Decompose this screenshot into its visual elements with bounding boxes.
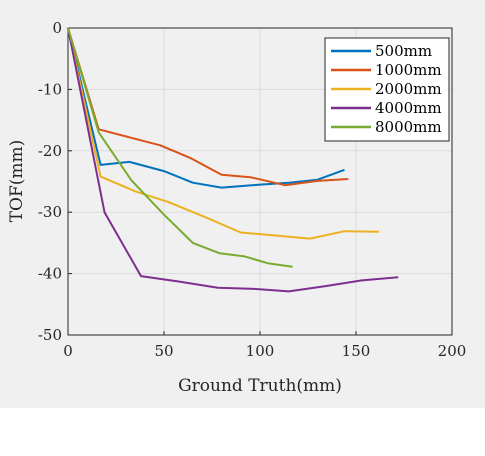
series-line-4000mm [67, 27, 399, 293]
legend-label: 8000mm [375, 118, 442, 136]
series-line-2000mm [67, 27, 380, 240]
legend-label: 1000mm [375, 61, 442, 79]
y-tick-label: -50 [38, 326, 62, 344]
x-tick-label: 50 [154, 342, 173, 360]
x-axis-label: Ground Truth(mm) [178, 376, 342, 396]
axis-ticks: 0 50 100 150 200 0 -10 -20 -30 -40 -50 [38, 19, 466, 360]
chart-panel: 0 50 100 150 200 0 -10 -20 -30 -40 -50 Ground Trut… [0, 0, 485, 408]
y-tick-label: -20 [38, 142, 62, 160]
legend-label: 500mm [375, 42, 432, 60]
legend-label: 2000mm [375, 80, 442, 98]
x-tick-label: 150 [342, 342, 371, 360]
y-tick-label: -10 [38, 80, 62, 98]
y-axis-label: TOF(mm) [7, 140, 27, 223]
series-line-500mm [67, 27, 345, 189]
series-line-8000mm [67, 27, 293, 268]
tof-line-chart: 0 50 100 150 200 0 -10 -20 -30 -40 -50 Ground Trut… [7, 19, 466, 396]
series-line-1000mm [67, 27, 349, 187]
series-lines [67, 27, 399, 293]
x-tick-label: 200 [438, 342, 467, 360]
y-tick-label: -30 [38, 203, 62, 221]
legend-label: 4000mm [375, 99, 442, 117]
x-tick-label: 0 [63, 342, 73, 360]
y-tick-label: -40 [38, 265, 62, 283]
y-tick-label: 0 [52, 19, 62, 37]
x-tick-label: 100 [246, 342, 275, 360]
